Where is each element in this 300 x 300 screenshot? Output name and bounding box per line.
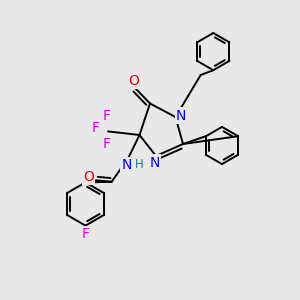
Text: O: O	[83, 170, 94, 184]
Text: N: N	[176, 109, 186, 122]
Text: N: N	[122, 158, 132, 172]
Text: F: F	[92, 122, 99, 135]
Text: F: F	[103, 109, 110, 123]
Text: F: F	[82, 227, 89, 241]
Text: O: O	[128, 74, 139, 88]
Text: N: N	[149, 156, 160, 170]
Text: F: F	[103, 137, 110, 151]
Text: H: H	[135, 158, 144, 172]
